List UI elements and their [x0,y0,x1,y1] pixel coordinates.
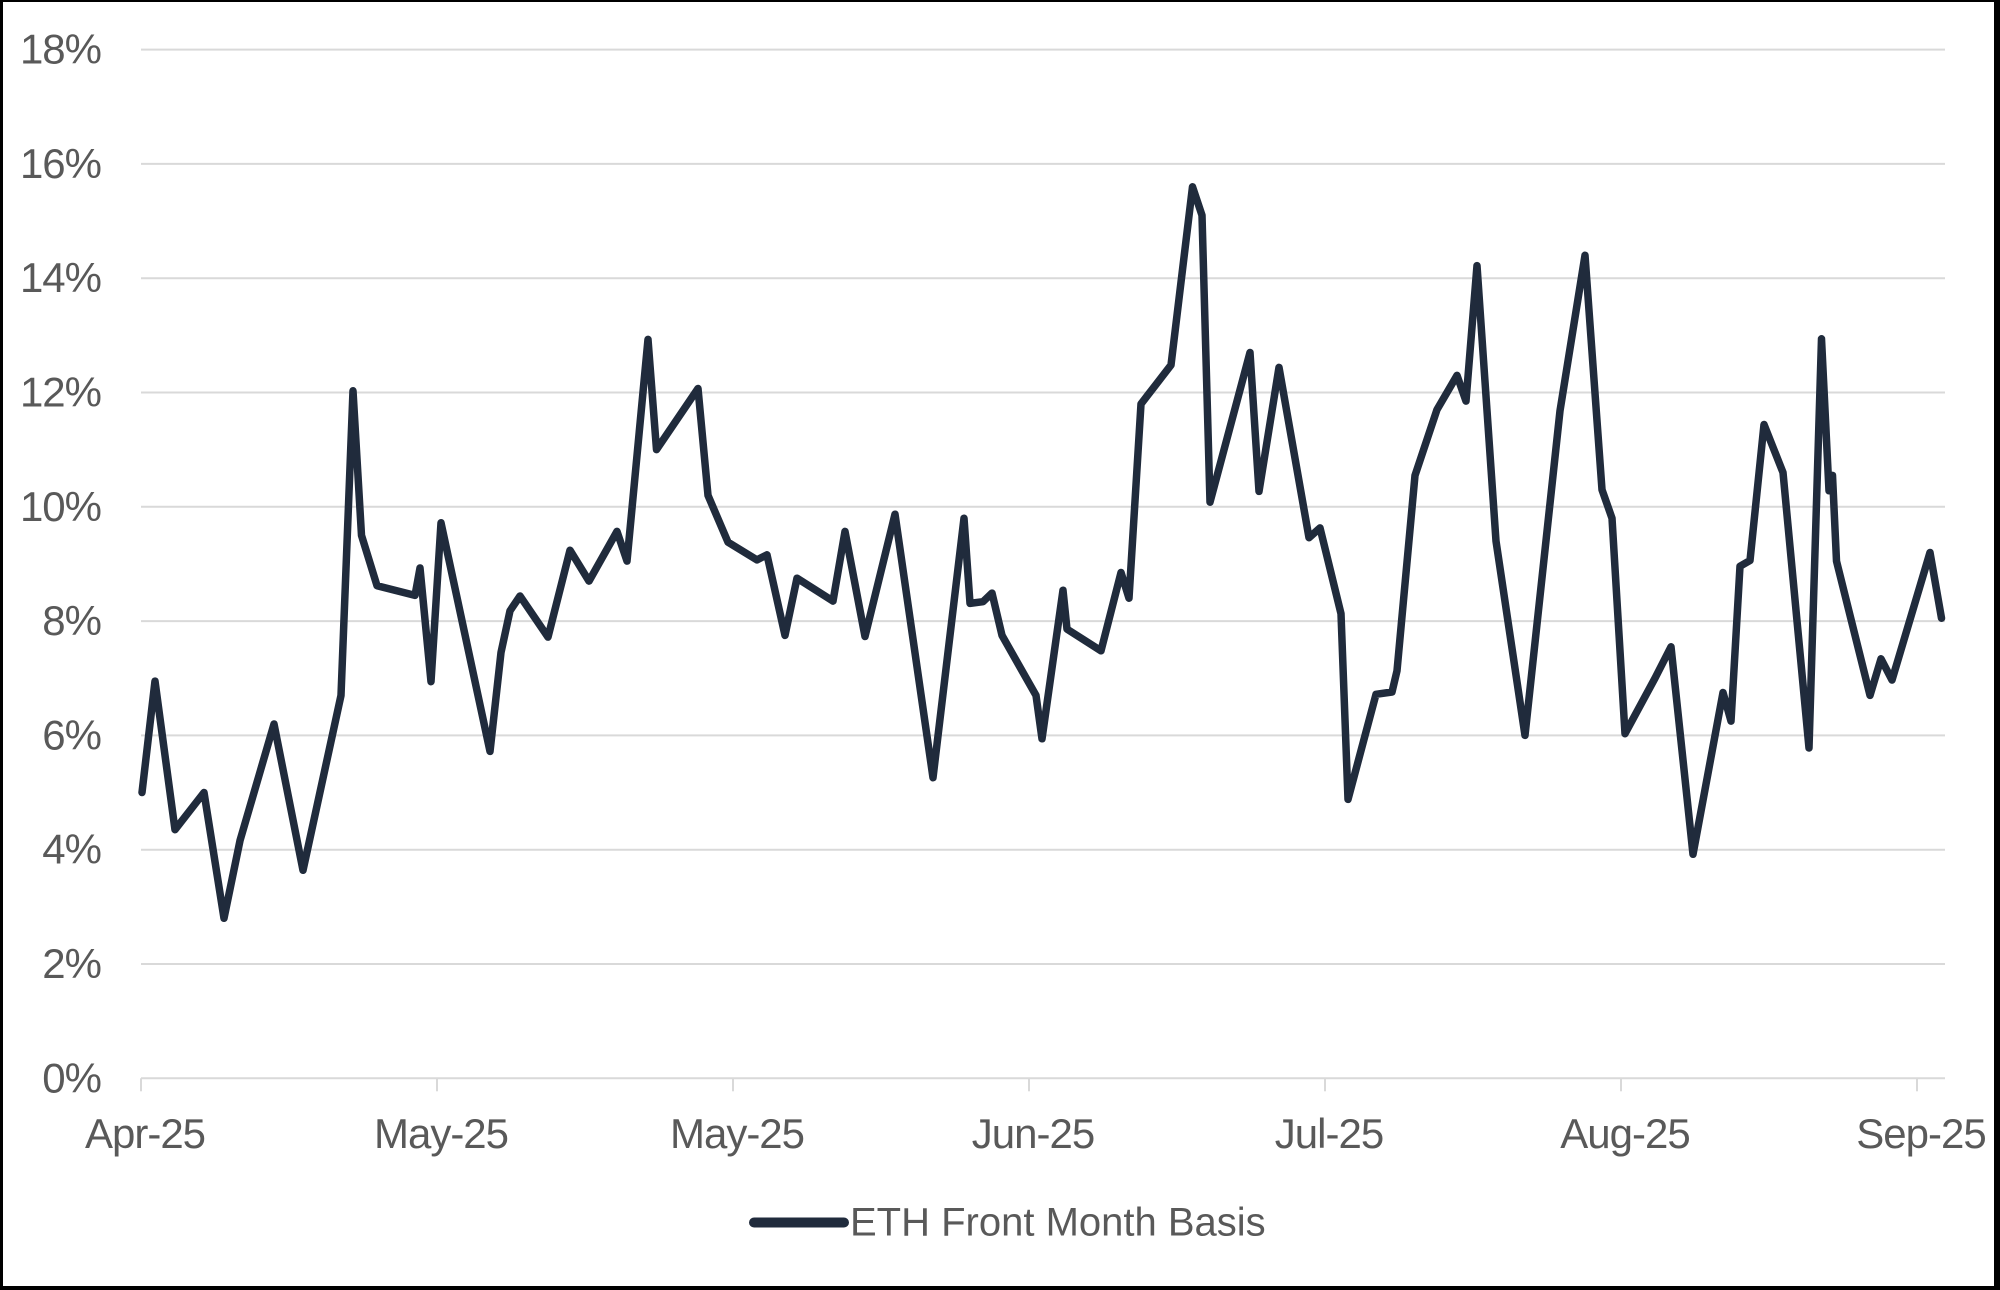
svg-text:0%: 0% [42,1054,101,1101]
svg-text:18%: 18% [20,26,101,73]
svg-text:6%: 6% [42,711,101,758]
svg-text:ETH Front Month Basis: ETH Front Month Basis [850,1201,1266,1245]
svg-text:12%: 12% [20,369,101,416]
svg-text:Jun-25: Jun-25 [972,1110,1094,1157]
svg-text:May-25: May-25 [670,1110,804,1157]
svg-text:8%: 8% [42,597,101,644]
svg-text:16%: 16% [20,140,101,187]
svg-text:Jul-25: Jul-25 [1275,1110,1383,1157]
svg-text:2%: 2% [42,940,101,987]
svg-text:14%: 14% [20,254,101,301]
svg-text:Aug-25: Aug-25 [1560,1110,1689,1157]
svg-text:10%: 10% [20,483,101,530]
svg-text:May-25: May-25 [374,1110,508,1157]
svg-text:Sep-25: Sep-25 [1856,1110,1985,1157]
svg-text:Apr-25: Apr-25 [85,1110,205,1157]
svg-text:4%: 4% [42,826,101,873]
